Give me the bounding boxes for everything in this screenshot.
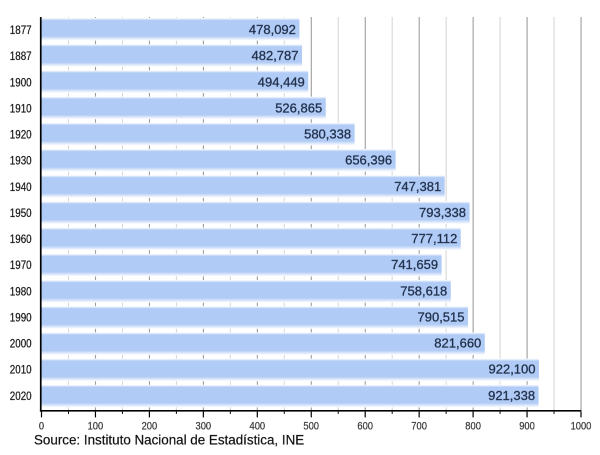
svg-text:1877: 1877 [10, 25, 32, 37]
svg-text:741,659: 741,659 [391, 257, 438, 272]
svg-text:1980: 1980 [10, 286, 32, 298]
svg-text:600: 600 [357, 421, 373, 433]
svg-text:1930: 1930 [10, 156, 32, 168]
svg-text:482,787: 482,787 [252, 48, 299, 63]
svg-text:1910: 1910 [10, 103, 32, 115]
svg-text:478,092: 478,092 [249, 22, 296, 37]
svg-text:2020: 2020 [10, 391, 32, 403]
svg-text:922,100: 922,100 [489, 362, 536, 377]
svg-text:580,338: 580,338 [304, 127, 351, 142]
svg-text:656,396: 656,396 [345, 153, 392, 168]
svg-text:747,381: 747,381 [394, 179, 441, 194]
svg-text:1000: 1000 [571, 421, 592, 433]
svg-text:1970: 1970 [10, 260, 32, 272]
svg-text:900: 900 [519, 421, 535, 433]
svg-text:1920: 1920 [10, 130, 32, 142]
svg-text:1990: 1990 [10, 312, 32, 324]
svg-text:800: 800 [465, 421, 481, 433]
svg-text:494,449: 494,449 [258, 74, 305, 89]
svg-text:0: 0 [39, 421, 44, 433]
svg-text:200: 200 [142, 421, 158, 433]
svg-text:Source: Instituto Nacional de: Source: Instituto Nacional de Estadístic… [34, 433, 304, 448]
svg-text:1950: 1950 [10, 208, 32, 220]
svg-text:2000: 2000 [10, 339, 32, 351]
svg-text:300: 300 [196, 421, 212, 433]
svg-text:526,865: 526,865 [275, 100, 322, 115]
svg-text:1940: 1940 [10, 182, 32, 194]
svg-text:790,515: 790,515 [418, 309, 465, 324]
svg-text:821,660: 821,660 [434, 336, 481, 351]
svg-text:100: 100 [88, 421, 104, 433]
svg-text:700: 700 [411, 421, 427, 433]
svg-text:1960: 1960 [10, 234, 32, 246]
svg-text:758,618: 758,618 [400, 283, 447, 298]
svg-text:500: 500 [303, 421, 319, 433]
svg-text:400: 400 [250, 421, 266, 433]
svg-text:793,338: 793,338 [419, 205, 466, 220]
svg-text:921,338: 921,338 [488, 388, 535, 403]
svg-text:777,112: 777,112 [411, 231, 457, 246]
svg-text:2010: 2010 [10, 365, 32, 377]
svg-text:1887: 1887 [10, 51, 32, 63]
svg-text:1900: 1900 [10, 77, 32, 89]
